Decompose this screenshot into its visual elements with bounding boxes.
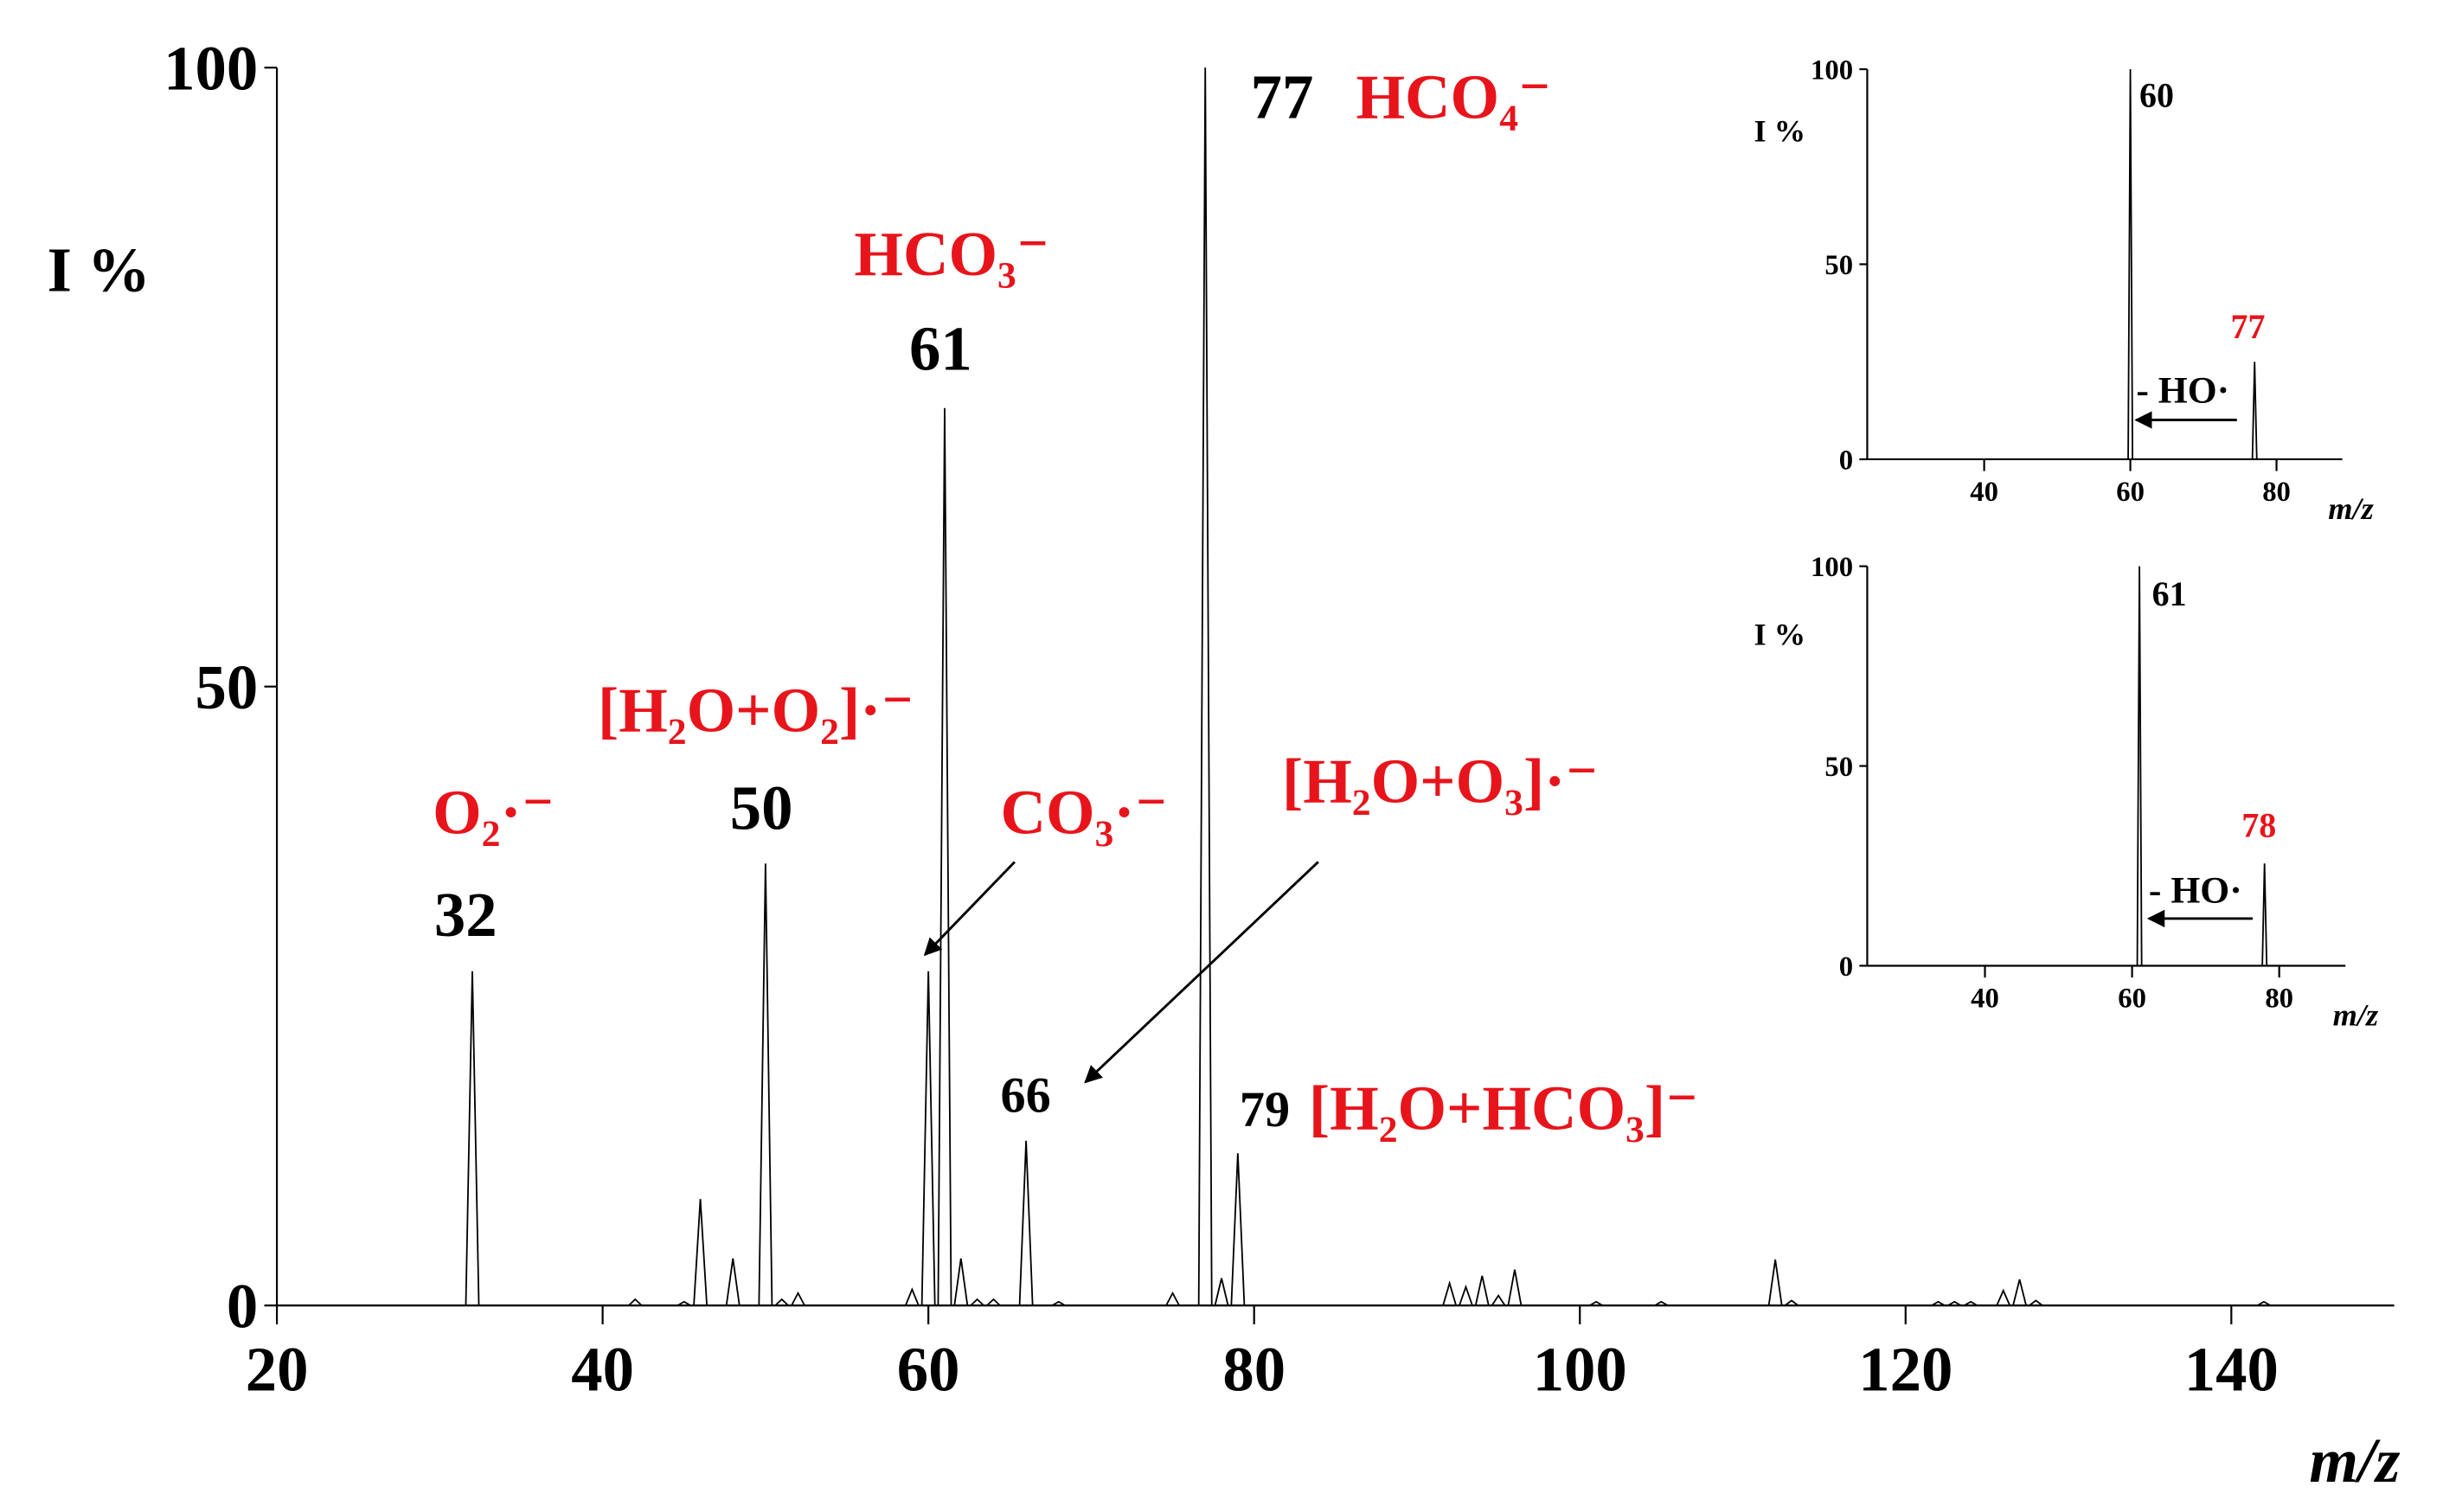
peak bbox=[2257, 1300, 2271, 1307]
peak bbox=[791, 1291, 805, 1306]
x-axis-label: m/z bbox=[2309, 1426, 2401, 1496]
peak bbox=[676, 1300, 691, 1307]
y-tick-label: 0 bbox=[227, 1272, 258, 1342]
x-axis-label: m/z bbox=[2333, 998, 2379, 1033]
x-tick-label: 40 bbox=[1970, 477, 1998, 508]
y-tick-label: 50 bbox=[1824, 250, 1853, 281]
x-tick-label: 120 bbox=[1858, 1334, 1952, 1404]
peak bbox=[758, 863, 773, 1306]
peak bbox=[1654, 1300, 1669, 1307]
peak bbox=[628, 1297, 643, 1306]
y-tick-label: 100 bbox=[1811, 54, 1853, 86]
peak bbox=[2012, 1278, 2027, 1306]
peak bbox=[1767, 1259, 1783, 1306]
peak-label: 61 bbox=[2152, 574, 2187, 613]
peak-label: 66 bbox=[1001, 1067, 1051, 1124]
peak-label: 79 bbox=[1240, 1081, 1290, 1137]
y-tick-label: 50 bbox=[196, 652, 259, 722]
peak bbox=[904, 1287, 920, 1306]
peak bbox=[937, 407, 952, 1306]
peak bbox=[725, 1258, 741, 1306]
peak bbox=[1784, 1299, 1799, 1306]
x-tick-label: 20 bbox=[246, 1334, 309, 1404]
peak-label: 61 bbox=[909, 313, 972, 383]
peak bbox=[1491, 1294, 1506, 1306]
arrow bbox=[1084, 861, 1319, 1084]
x-axis-label: m/z bbox=[2328, 491, 2374, 526]
peak bbox=[2029, 1299, 2043, 1306]
peak bbox=[1230, 1153, 1246, 1306]
annotation: HCO₄⁻ bbox=[1356, 61, 1551, 131]
annotation: - HO· bbox=[2136, 370, 2229, 412]
annotation: [H₂O+O₂]·⁻ bbox=[598, 676, 914, 746]
peak bbox=[1507, 1269, 1523, 1306]
x-tick-label: 80 bbox=[1222, 1334, 1286, 1404]
peak bbox=[970, 1297, 984, 1306]
peak-label: 50 bbox=[730, 772, 793, 842]
peak bbox=[1996, 1288, 2011, 1306]
peak-label: 32 bbox=[434, 880, 497, 950]
y-tick-label: 100 bbox=[1811, 552, 1853, 583]
peak bbox=[2136, 566, 2143, 966]
x-tick-label: 140 bbox=[2184, 1334, 2279, 1404]
peak-label: 77 bbox=[2230, 307, 2265, 346]
peak bbox=[986, 1297, 1001, 1306]
peak bbox=[920, 971, 936, 1306]
y-tick-label: 100 bbox=[164, 34, 258, 104]
annotation: O₂·⁻ bbox=[433, 778, 555, 848]
y-axis-label: I % bbox=[1754, 114, 1806, 149]
y-tick-label: 50 bbox=[1824, 752, 1853, 783]
peak bbox=[1964, 1300, 1978, 1307]
peak bbox=[465, 971, 480, 1306]
peak bbox=[1197, 67, 1213, 1306]
y-tick-label: 0 bbox=[1839, 445, 1853, 476]
x-tick-label: 40 bbox=[1971, 983, 1999, 1014]
peak bbox=[1214, 1278, 1229, 1306]
x-tick-label: 100 bbox=[1533, 1334, 1627, 1404]
peak bbox=[1165, 1291, 1180, 1306]
annotation: HCO₃⁻ bbox=[854, 219, 1049, 289]
peak-label: 77 bbox=[1251, 61, 1314, 131]
annotation: [H₂O+O₃]·⁻ bbox=[1282, 746, 1599, 816]
peak bbox=[953, 1258, 969, 1306]
annotation: [H₂O+HCO₃]⁻ bbox=[1309, 1073, 1699, 1144]
peak bbox=[2127, 69, 2134, 459]
x-tick-label: 60 bbox=[897, 1334, 960, 1404]
x-tick-label: 80 bbox=[2265, 983, 2293, 1014]
arrow bbox=[923, 861, 1016, 957]
annotation: - HO· bbox=[2149, 870, 2242, 912]
y-tick-label: 0 bbox=[1839, 951, 1853, 983]
peak bbox=[693, 1199, 709, 1306]
y-axis-label: I % bbox=[1754, 618, 1806, 652]
annotation: CO₃·⁻ bbox=[1001, 778, 1169, 848]
peak bbox=[1931, 1300, 1946, 1307]
peak-label: 60 bbox=[2139, 76, 2174, 115]
x-tick-label: 40 bbox=[571, 1334, 634, 1404]
peak bbox=[2251, 362, 2258, 459]
peak bbox=[1018, 1140, 1034, 1306]
peak bbox=[1947, 1300, 1962, 1307]
x-tick-label: 80 bbox=[2262, 477, 2291, 508]
x-tick-label: 60 bbox=[2118, 983, 2146, 1014]
peak bbox=[1051, 1300, 1066, 1307]
peak bbox=[1589, 1300, 1604, 1307]
x-tick-label: 60 bbox=[2116, 477, 2145, 508]
peak bbox=[1474, 1275, 1490, 1306]
peak bbox=[774, 1297, 789, 1306]
y-axis-label: I % bbox=[48, 234, 151, 304]
peak-label: 78 bbox=[2241, 805, 2276, 844]
peak bbox=[1442, 1280, 1458, 1306]
peak bbox=[1459, 1285, 1473, 1306]
peak bbox=[2261, 863, 2268, 966]
